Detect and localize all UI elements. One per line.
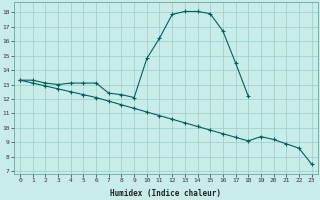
- X-axis label: Humidex (Indice chaleur): Humidex (Indice chaleur): [110, 189, 221, 198]
